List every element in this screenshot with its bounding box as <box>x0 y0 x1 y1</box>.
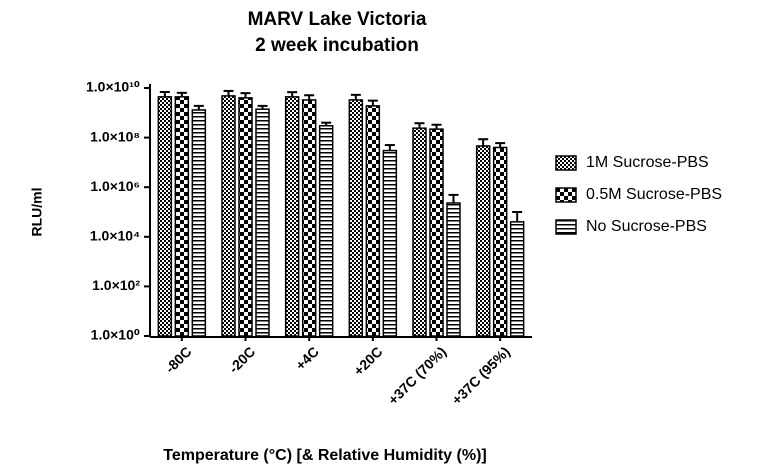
bar <box>301 99 317 337</box>
bar <box>348 99 364 337</box>
bar <box>475 145 491 337</box>
legend-swatch <box>555 155 577 171</box>
x-tick-label: +4C <box>292 343 322 373</box>
legend-label: No Sucrose-PBS <box>586 218 707 235</box>
bar <box>157 96 173 337</box>
x-tick-label: -80C <box>162 343 195 376</box>
chart-title: 2 week incubation <box>255 35 419 56</box>
bar <box>318 125 334 337</box>
bar <box>284 96 300 337</box>
y-tick-label: 1.0×10⁴ <box>90 228 140 244</box>
legend-swatch <box>555 219 577 235</box>
bar <box>382 149 398 337</box>
y-tick-label: 1.0×10¹⁰ <box>86 79 140 95</box>
x-axis-label: Temperature (°C) [& Relative Humidity (%… <box>163 447 486 464</box>
y-axis-label: RLU/ml <box>29 188 45 237</box>
bar <box>238 97 253 337</box>
legend-label: 1M Sucrose-PBS <box>586 154 709 171</box>
bar <box>255 108 270 337</box>
y-tick-label: 1.0×10⁸ <box>90 128 140 144</box>
bar <box>174 96 190 337</box>
bar <box>221 95 236 337</box>
y-tick-label: 1.0×10² <box>92 277 140 293</box>
x-tick-label: +20C <box>350 343 385 378</box>
chart-title: MARV Lake Victoria <box>248 9 427 30</box>
bar <box>492 146 508 337</box>
bar <box>446 202 461 337</box>
bar <box>365 105 381 337</box>
y-tick-label: 1.0×10⁰ <box>91 327 140 343</box>
x-tick-label: +37C (70%) <box>385 343 449 407</box>
legend-label: 0.5M Sucrose-PBS <box>586 186 722 203</box>
y-tick-label: 1.0×10⁶ <box>90 178 140 194</box>
x-tick-label: -20C <box>225 343 258 376</box>
bar <box>429 128 444 337</box>
bar <box>412 127 427 337</box>
x-tick-label: +37C (95%) <box>448 343 512 407</box>
bar <box>509 221 525 337</box>
bar <box>191 109 207 337</box>
legend-swatch <box>555 187 577 203</box>
